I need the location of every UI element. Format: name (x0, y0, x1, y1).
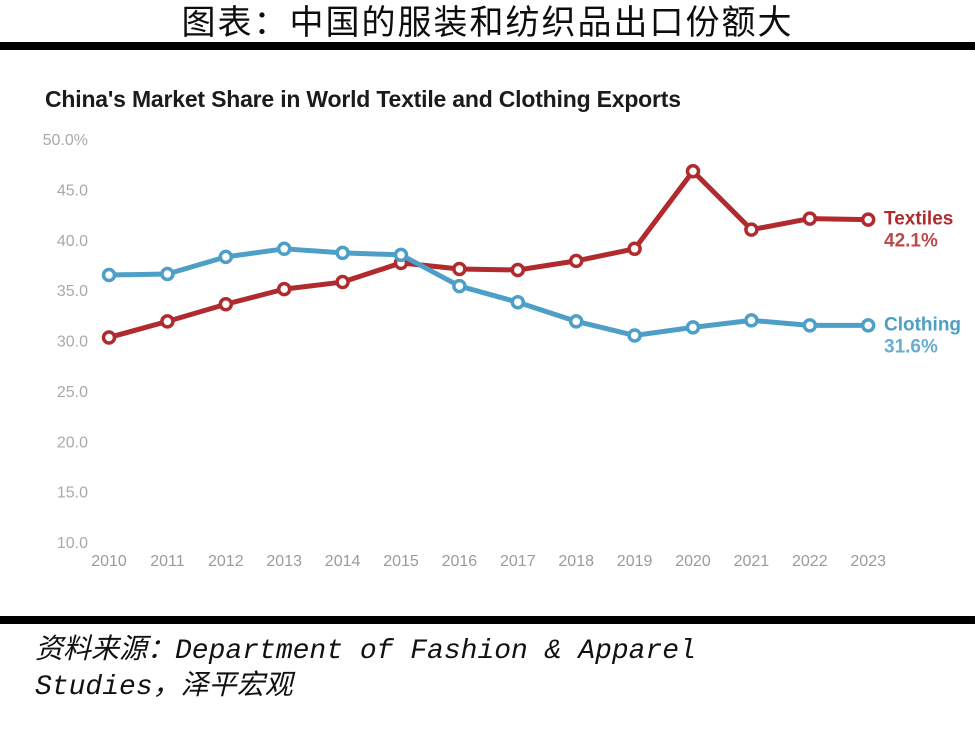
y-axis-tick: 35.0 (57, 283, 88, 300)
clothing-marker (452, 278, 467, 294)
x-axis-tick: 2022 (792, 553, 828, 570)
chart-svg: 50.0%45.040.035.030.025.020.015.010.0201… (43, 132, 961, 570)
clothing-marker (568, 314, 584, 329)
clothing-marker (744, 313, 759, 328)
textiles-marker (276, 281, 292, 297)
textiles-marker (744, 222, 759, 237)
bottom-divider (0, 616, 975, 624)
y-axis-tick: 25.0 (57, 384, 88, 401)
clothing-marker (627, 328, 642, 343)
x-axis-tick: 2017 (500, 553, 536, 570)
x-axis-tick: 2015 (383, 553, 419, 570)
x-axis-tick: 2012 (208, 553, 244, 570)
clothing-marker (335, 245, 350, 261)
x-axis-tick: 2013 (266, 553, 302, 570)
textiles-legend-label: Textiles (884, 209, 953, 230)
page-title: 图表：中国的服装和纺织品出口份额大 (181, 3, 794, 43)
textiles-marker (860, 212, 876, 227)
textiles-marker (802, 211, 818, 226)
textiles-end-value: 42.1% (884, 231, 938, 252)
x-axis-tick: 2023 (850, 553, 886, 570)
clothing-marker (393, 247, 409, 263)
y-axis-tick: 10.0 (57, 535, 88, 552)
top-divider (0, 42, 975, 50)
clothing-end-value: 31.6% (884, 336, 938, 357)
clothing-marker (218, 249, 234, 265)
textiles-marker (101, 330, 117, 345)
x-axis-tick: 2011 (150, 553, 185, 570)
x-axis-tick: 2019 (617, 553, 653, 570)
x-axis-tick: 2010 (91, 553, 127, 570)
clothing-marker (101, 267, 117, 283)
clothing-marker (276, 241, 292, 257)
textiles-marker (160, 314, 175, 329)
textiles-marker (218, 296, 234, 312)
x-axis-tick: 2018 (558, 553, 594, 570)
clothing-marker (160, 266, 175, 282)
textiles-line (106, 168, 871, 340)
x-axis-tick: 2016 (442, 553, 478, 570)
y-axis-tick: 40.0 (57, 233, 88, 250)
chart-title: China's Market Share in World Textile an… (45, 86, 681, 112)
y-axis-tick: 15.0 (57, 485, 88, 502)
source-text: 资料来源：Department of Fashion & Apparel Stu… (35, 636, 696, 704)
clothing-marker (802, 318, 818, 333)
textiles-marker (335, 274, 350, 290)
x-axis-tick: 2014 (325, 553, 361, 570)
x-axis-tick: 2021 (734, 553, 770, 570)
clothing-line (106, 246, 871, 338)
textiles-marker (568, 253, 584, 269)
clothing-marker (685, 320, 701, 335)
textiles-marker (685, 163, 701, 179)
textiles-marker (452, 261, 467, 277)
clothing-marker (510, 294, 526, 310)
y-axis-tick: 50.0% (43, 132, 88, 149)
textiles-marker (510, 262, 526, 278)
chart-card: China's Market Share in World Textile an… (0, 50, 975, 594)
x-axis-tick: 2020 (675, 553, 711, 570)
y-axis-tick: 30.0 (57, 334, 88, 351)
y-axis-tick: 20.0 (57, 434, 88, 451)
clothing-legend-label: Clothing (884, 314, 961, 335)
y-axis-tick: 45.0 (57, 182, 88, 199)
textiles-marker (627, 241, 642, 257)
clothing-marker (860, 318, 876, 333)
